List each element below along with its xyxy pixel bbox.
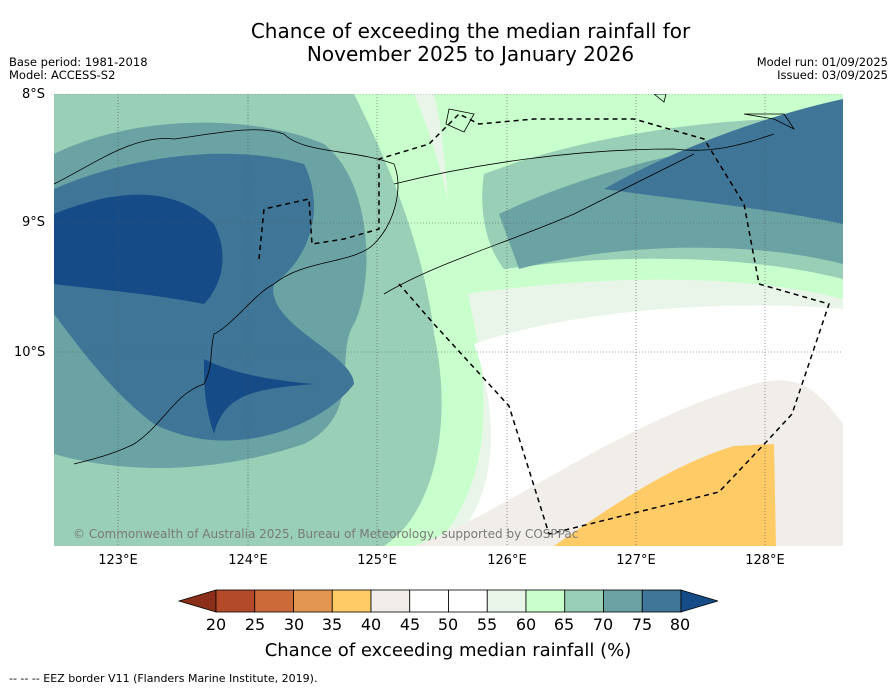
lon-label-128e: 128°E [745,553,785,568]
meta-right: Model run: 01/09/2025 Issued: 03/09/2025 [757,56,888,82]
colorbar-tick-35: 35 [321,615,343,634]
colorbar-tick-80: 80 [669,615,691,634]
lon-label-123e: 123°E [98,553,138,568]
eez-border [258,113,830,535]
colorbar-cell [331,589,372,613]
lat-label-8s: 8°S [22,87,46,102]
colorbar-tick-40: 40 [360,615,382,634]
colorbar-tick-65: 65 [553,615,575,634]
colorbar-cell [370,589,411,613]
colorbar-extend-high [680,589,718,613]
lat-label-9s: 9°S [22,215,46,230]
colorbar-label: Chance of exceeding median rainfall (%) [264,640,632,661]
map-svg [54,94,843,546]
model-run: Model run: 01/09/2025 [756,55,888,69]
map-title: Chance of exceeding the median rainfall … [0,20,896,66]
colorbar-tick-70: 70 [592,615,614,634]
colorbar-tick-75: 75 [631,615,653,634]
rainfall-map [54,94,843,546]
colorbar-cell [486,589,527,613]
colorbar-tick-60: 60 [515,615,537,634]
title-line-1: Chance of exceeding the median rainfall … [250,19,691,43]
lon-label-124e: 124°E [228,553,268,568]
colorbar-cell [641,589,682,613]
colorbar-tick-55: 55 [476,615,498,634]
graticule [54,94,843,546]
colorbar-cell [254,589,294,613]
band-80plus-west [54,194,223,304]
colorbar-cell [564,589,604,613]
colorbar [178,589,718,613]
band-75-80-north [604,99,843,224]
colorbar-cell [293,589,333,613]
band-80plus-south [204,359,314,434]
colorbar-cell [409,589,449,613]
colorbar-cell [448,589,488,613]
title-line-2: November 2025 to January 2026 [306,42,635,66]
colorbar-cell [525,589,566,613]
colorbar-tick-20: 20 [205,615,227,634]
colorbar-cell [603,589,643,613]
lon-label-125e: 125°E [357,553,397,568]
colorbar-tick-45: 45 [399,615,421,634]
base-period: Base period: 1981-2018 [9,55,148,69]
issued-date: Issued: 03/09/2025 [777,68,888,82]
colorbar-tick-25: 25 [244,615,266,634]
lon-label-126e: 126°E [487,553,527,568]
colorbar-tick-50: 50 [437,615,459,634]
lat-label-10s: 10°S [14,345,46,360]
coastlines [54,94,796,465]
meta-left: Base period: 1981-2018 Model: ACCESS-S2 [9,56,148,82]
band-35-40 [554,444,776,546]
eez-footnote: -- -- -- EEZ border V11 (Flanders Marine… [9,672,318,685]
colorbar-tick-30: 30 [283,615,305,634]
model-name: Model: ACCESS-S2 [9,68,116,82]
copyright-credit: © Commonwealth of Australia 2025, Bureau… [73,527,579,541]
colorbar-cell [215,589,256,613]
lon-label-127e: 127°E [616,553,656,568]
colorbar-extend-low [178,589,217,613]
